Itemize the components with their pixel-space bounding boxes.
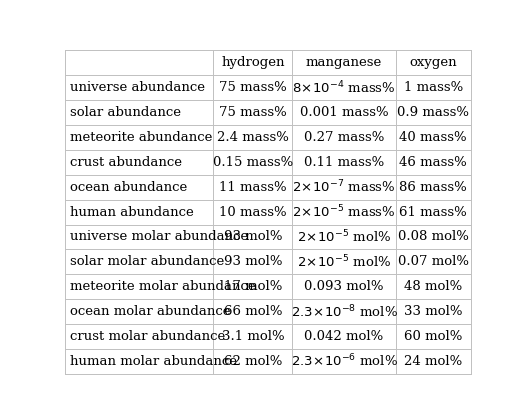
Text: 0.27 mass%: 0.27 mass% bbox=[304, 131, 384, 144]
Text: hydrogen: hydrogen bbox=[221, 56, 285, 69]
Text: universe molar abundance: universe molar abundance bbox=[70, 231, 248, 244]
Text: 0.08 mol%: 0.08 mol% bbox=[398, 231, 469, 244]
Text: 60 mol%: 60 mol% bbox=[404, 330, 462, 343]
Text: 86 mass%: 86 mass% bbox=[400, 181, 467, 194]
Text: 40 mass%: 40 mass% bbox=[400, 131, 467, 144]
Text: 17 mol%: 17 mol% bbox=[224, 280, 282, 293]
Text: 66 mol%: 66 mol% bbox=[224, 305, 282, 318]
Text: 33 mol%: 33 mol% bbox=[404, 305, 462, 318]
Text: 0.9 mass%: 0.9 mass% bbox=[397, 106, 469, 119]
Text: $2.3\!\times\!10^{-8}$ mol%: $2.3\!\times\!10^{-8}$ mol% bbox=[291, 303, 397, 320]
Text: 2.4 mass%: 2.4 mass% bbox=[217, 131, 289, 144]
Text: 3.1 mol%: 3.1 mol% bbox=[222, 330, 284, 343]
Text: meteorite abundance: meteorite abundance bbox=[70, 131, 213, 144]
Text: human abundance: human abundance bbox=[70, 206, 194, 218]
Text: 61 mass%: 61 mass% bbox=[400, 206, 467, 218]
Text: 62 mol%: 62 mol% bbox=[224, 355, 282, 368]
Text: $2\!\times\!10^{-7}$ mass%: $2\!\times\!10^{-7}$ mass% bbox=[292, 179, 396, 196]
Text: 93 mol%: 93 mol% bbox=[224, 231, 282, 244]
Text: solar abundance: solar abundance bbox=[70, 106, 181, 119]
Text: meteorite molar abundance: meteorite molar abundance bbox=[70, 280, 256, 293]
Text: 0.001 mass%: 0.001 mass% bbox=[300, 106, 389, 119]
Text: 46 mass%: 46 mass% bbox=[400, 156, 467, 169]
Text: 10 mass%: 10 mass% bbox=[219, 206, 287, 218]
Text: $2\!\times\!10^{-5}$ mol%: $2\!\times\!10^{-5}$ mol% bbox=[297, 254, 391, 270]
Text: 0.11 mass%: 0.11 mass% bbox=[304, 156, 384, 169]
Text: $8\!\times\!10^{-4}$ mass%: $8\!\times\!10^{-4}$ mass% bbox=[292, 79, 396, 96]
Text: 11 mass%: 11 mass% bbox=[219, 181, 287, 194]
Text: crust abundance: crust abundance bbox=[70, 156, 182, 169]
Text: 75 mass%: 75 mass% bbox=[219, 81, 287, 94]
Text: 48 mol%: 48 mol% bbox=[404, 280, 462, 293]
Text: oxygen: oxygen bbox=[410, 56, 457, 69]
Text: manganese: manganese bbox=[306, 56, 382, 69]
Text: solar molar abundance: solar molar abundance bbox=[70, 255, 224, 268]
Text: ocean abundance: ocean abundance bbox=[70, 181, 187, 194]
Text: 1 mass%: 1 mass% bbox=[404, 81, 463, 94]
Text: 0.07 mol%: 0.07 mol% bbox=[397, 255, 469, 268]
Text: 75 mass%: 75 mass% bbox=[219, 106, 287, 119]
Text: universe abundance: universe abundance bbox=[70, 81, 205, 94]
Text: 0.093 mol%: 0.093 mol% bbox=[304, 280, 384, 293]
Text: $2\!\times\!10^{-5}$ mol%: $2\!\times\!10^{-5}$ mol% bbox=[297, 228, 391, 245]
Text: 24 mol%: 24 mol% bbox=[404, 355, 462, 368]
Text: 0.042 mol%: 0.042 mol% bbox=[304, 330, 384, 343]
Text: 0.15 mass%: 0.15 mass% bbox=[213, 156, 293, 169]
Text: human molar abundance: human molar abundance bbox=[70, 355, 237, 368]
Text: $2\!\times\!10^{-5}$ mass%: $2\!\times\!10^{-5}$ mass% bbox=[292, 204, 396, 220]
Text: crust molar abundance: crust molar abundance bbox=[70, 330, 225, 343]
Text: $2.3\!\times\!10^{-6}$ mol%: $2.3\!\times\!10^{-6}$ mol% bbox=[291, 353, 397, 370]
Text: ocean molar abundance: ocean molar abundance bbox=[70, 305, 231, 318]
Text: 93 mol%: 93 mol% bbox=[224, 255, 282, 268]
